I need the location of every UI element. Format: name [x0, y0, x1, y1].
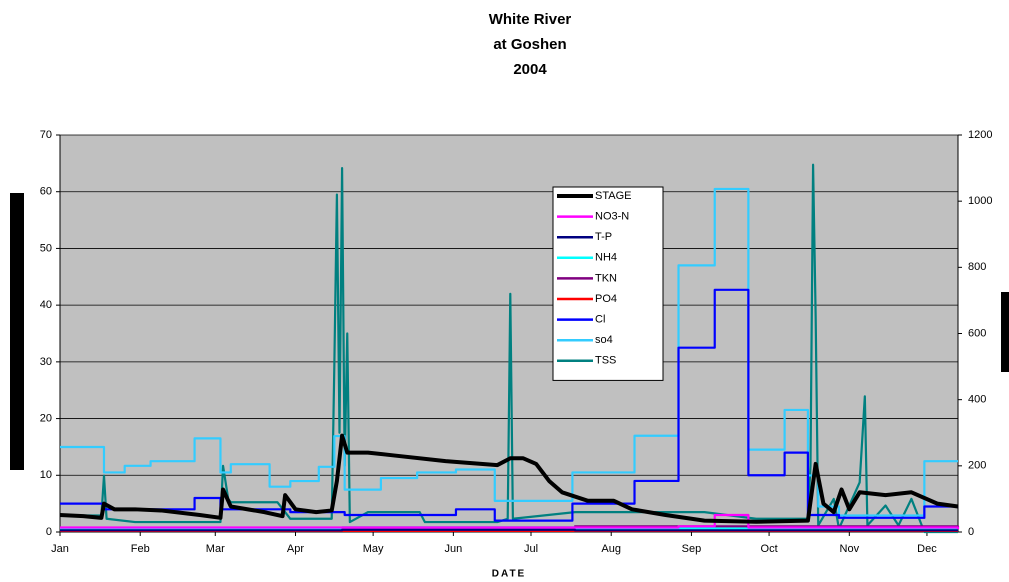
x-tick-label: Aug: [601, 543, 621, 555]
x-tick-label: Dec: [917, 543, 937, 555]
y-tick-label: 40: [40, 299, 52, 311]
legend-label: STAGE: [595, 190, 631, 202]
y-tick-label: 50: [40, 242, 52, 254]
x-axis-title: DATE: [492, 569, 526, 580]
y2-tick-label: 1200: [968, 129, 992, 141]
y2-tick-label: 400: [968, 394, 986, 406]
legend-label: PO4: [595, 293, 617, 305]
y-tick-label: 60: [40, 186, 52, 198]
chart-title: White River: [489, 11, 572, 28]
legend-label: Cl: [595, 314, 605, 326]
legend-label: so4: [595, 334, 613, 346]
x-tick-label: Jan: [51, 543, 69, 555]
y2-tick-label: 200: [968, 460, 986, 472]
series-line: [60, 187, 958, 517]
series-line: [60, 513, 960, 530]
y2-tick-label: 800: [968, 261, 986, 273]
chart-title: 2004: [513, 61, 547, 78]
legend-label: NO3-N: [595, 211, 629, 223]
legend-label: NH4: [595, 252, 617, 264]
series-line: [60, 528, 958, 532]
legend-label: T-P: [595, 231, 612, 243]
x-tick-label: May: [363, 543, 384, 555]
y-tick-label: 30: [40, 356, 52, 368]
x-tick-label: Sep: [682, 543, 702, 555]
x-tick-label: Nov: [840, 543, 860, 555]
x-tick-label: Jun: [444, 543, 462, 555]
legend-label: TKN: [595, 272, 617, 284]
series-line: [59, 433, 959, 524]
y2-tick-label: 0: [968, 526, 974, 538]
x-tick-label: Mar: [206, 543, 225, 555]
y2-tick-label: 600: [968, 327, 986, 339]
y-tick-label: 20: [40, 412, 52, 424]
y-tick-label: 0: [46, 526, 52, 538]
y-tick-label: 10: [40, 469, 52, 481]
chart-title: at Goshen: [493, 36, 566, 53]
legend-label: TSS: [595, 355, 616, 367]
y-axis-title-box: [10, 193, 24, 470]
x-tick-label: Jul: [524, 543, 538, 555]
y-tick-label: 70: [40, 129, 52, 141]
y2-tick-label: 1000: [968, 195, 992, 207]
legend-box: [552, 186, 664, 381]
y2-axis-title-box: [1001, 292, 1009, 372]
x-tick-label: Apr: [287, 543, 304, 555]
x-tick-label: Feb: [131, 543, 150, 555]
x-tick-label: Oct: [761, 543, 778, 555]
